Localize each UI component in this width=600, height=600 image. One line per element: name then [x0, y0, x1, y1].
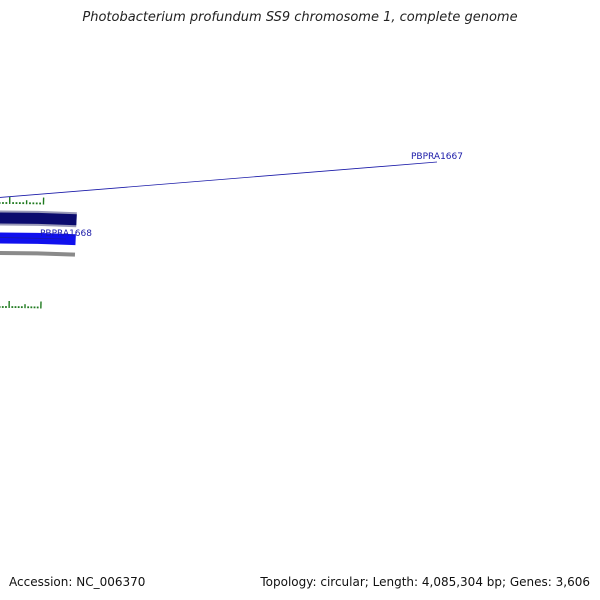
- gene-labels: PBPRA1668 PBPRA1667: [0, 152, 463, 240]
- outer-dot-tick: [5, 202, 8, 204]
- inner-dot-tick: [14, 306, 17, 308]
- inner-dot-tick: [36, 306, 39, 309]
- gene-label-pbpra1668: PBPRA1668: [40, 229, 92, 239]
- inner-dot-tick: [30, 306, 33, 309]
- gene-leader-line: [0, 161, 438, 198]
- inner-dot-tick: [0, 306, 1, 308]
- outer-dot-tick: [18, 202, 21, 205]
- inner-dot-tick: [11, 306, 14, 308]
- inner-dot-tick: [33, 306, 36, 309]
- outer-dot-tick: [29, 202, 31, 205]
- outer-dot-tick: [2, 202, 4, 204]
- gene-leader-line: [0, 237, 67, 240]
- map-title: Photobacterium profundum SS9 chromosome …: [82, 10, 518, 25]
- outer-dot-tick: [39, 202, 42, 205]
- inner-dot-tick: [27, 306, 30, 309]
- forward-gene-arc: [0, 212, 77, 226]
- outer-dot-tick: [15, 202, 18, 204]
- outer-dot-tick: [12, 202, 14, 204]
- outer-dot-tick: [32, 202, 35, 205]
- inner-ruler: [0, 301, 42, 309]
- inner-dot-tick: [17, 306, 20, 309]
- backbone-arc: [0, 251, 76, 257]
- inner-dot-tick: [20, 306, 23, 309]
- accession-text: Accession: NC_006370: [9, 575, 146, 589]
- outer-ruler: [0, 197, 45, 205]
- genome-summary-text: Topology: circular; Length: 4,085,304 bp…: [260, 575, 590, 589]
- inner-dot-tick: [5, 306, 7, 308]
- inner-dot-tick: [1, 306, 4, 308]
- outer-dot-tick: [35, 202, 38, 205]
- gene-label-pbpra1667: PBPRA1667: [411, 152, 463, 162]
- outer-dot-tick: [22, 202, 25, 205]
